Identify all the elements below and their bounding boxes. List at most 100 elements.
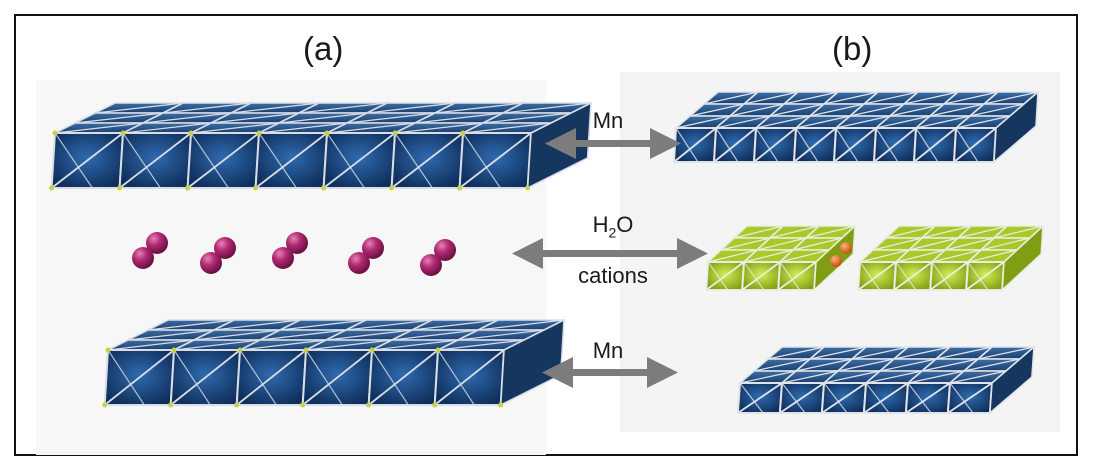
magenta-cation-sphere — [272, 247, 294, 269]
octahedron-edge — [893, 261, 933, 291]
octahedron-edge — [54, 132, 93, 189]
octahedron-edge — [54, 122, 144, 134]
octahedron-edge — [411, 319, 499, 331]
octahedron-edge — [230, 102, 320, 114]
octahedron-edge — [823, 370, 881, 384]
octahedron-edge — [162, 102, 252, 114]
oxygen-vertex — [498, 402, 504, 408]
magenta-cation-sphere — [420, 254, 442, 276]
octahedron-edge — [733, 225, 784, 239]
octahedron-edge — [863, 91, 919, 105]
octahedron-edge — [835, 115, 891, 129]
octahedron-edge — [345, 319, 433, 331]
octahedron-edge — [833, 127, 877, 163]
octahedron-edge — [859, 249, 910, 263]
interlayer-cations-a — [132, 232, 456, 276]
octahedron-edge — [74, 112, 164, 124]
h2o-o: O — [616, 212, 634, 237]
oxygen-vertex — [457, 185, 463, 191]
octahedron-edge — [255, 132, 328, 189]
octahedron-edge — [371, 339, 459, 351]
octahedron-edge — [893, 346, 951, 360]
arrow-label-h2o: H2O — [568, 212, 658, 240]
oxygen-vertex — [460, 130, 466, 136]
oxygen-vertex — [256, 130, 262, 136]
octahedron-edge — [755, 115, 811, 129]
double-arrow-mn-bottom — [542, 357, 678, 388]
octahedron-edge — [673, 127, 717, 163]
octahedron-edge — [943, 91, 999, 105]
octahedron-edge — [462, 122, 552, 134]
octahedron-edge — [325, 329, 413, 341]
oxygen-vertex — [321, 185, 327, 191]
octahedron-edge — [258, 122, 348, 134]
oxygen-vertex — [366, 402, 372, 408]
octahedron-edge — [142, 112, 232, 124]
oxygen-vertex — [237, 347, 243, 353]
octahedron-edge — [967, 261, 989, 291]
octahedron-edge — [707, 261, 729, 291]
octahedron-edge — [739, 370, 797, 384]
magenta-cation-sphere — [214, 237, 236, 259]
octahedron-edge — [720, 237, 771, 251]
octahedron-edge — [865, 382, 890, 414]
oxygen-vertex — [369, 347, 375, 353]
oxygen-vertex — [389, 185, 395, 191]
octahedron-edge — [729, 103, 785, 117]
octahedron-edge — [921, 225, 972, 239]
octahedron-edge — [305, 349, 343, 406]
mno6-layer-a-bottom — [102, 318, 565, 408]
mno6-layer-b-bottom — [736, 345, 1037, 415]
octahedron-edge — [821, 382, 867, 414]
octahedron-edge — [366, 102, 456, 114]
oxygen-vertex — [300, 402, 306, 408]
octahedron-edge — [713, 127, 757, 163]
octahedron-edge — [371, 349, 409, 406]
octahedron-edge — [779, 261, 801, 291]
octahedron-edge — [903, 91, 959, 105]
octahedron-edge — [980, 237, 1031, 251]
double-arrow-h2o-cations — [512, 238, 708, 269]
octahedron-edge — [437, 349, 475, 406]
octahedron-edge — [104, 349, 175, 406]
octahedron-edge — [51, 132, 124, 189]
octahedron-edge — [955, 115, 1011, 129]
oxygen-vertex — [253, 185, 259, 191]
octahedron-edge — [777, 261, 817, 291]
octahedron-edge — [147, 319, 235, 331]
double-arrow-mn-top — [545, 128, 681, 159]
octahedron-edge — [863, 382, 909, 414]
magenta-cation-sphere — [348, 252, 370, 274]
octahedron-edge — [889, 103, 945, 117]
octahedron-edge — [703, 91, 759, 105]
octahedron-edge — [895, 249, 946, 263]
orange-cation-sphere — [830, 255, 842, 267]
octahedron-edge — [969, 103, 1025, 117]
octahedron-edge — [859, 261, 881, 291]
octahedron-edge — [737, 382, 783, 414]
octahedron-edge — [915, 115, 971, 129]
octahedron-edge — [913, 127, 957, 163]
octahedron-edge — [753, 358, 811, 372]
octahedron-edge — [781, 370, 839, 384]
magenta-cation-sphere — [286, 232, 308, 254]
octahedron-edge — [872, 237, 923, 251]
octahedron-edge — [915, 127, 939, 163]
octahedron-edge — [769, 103, 825, 117]
octahedron-edge — [462, 132, 501, 189]
mno6-layer-b-top — [672, 90, 1041, 164]
octahedron-edge — [753, 127, 797, 163]
oxygen-vertex — [303, 347, 309, 353]
octahedron-edge — [905, 382, 951, 414]
octahedron-edge — [119, 132, 192, 189]
octahedron-edge — [743, 249, 794, 263]
oxygen-vertex — [168, 402, 174, 408]
octahedron-edge — [851, 346, 909, 360]
octahedron-edge — [193, 329, 281, 341]
octahedron-edge — [947, 382, 993, 414]
octahedron-edge — [921, 358, 979, 372]
octahedron-edge — [173, 339, 261, 351]
octahedron-edge — [477, 319, 565, 331]
oxygen-vertex — [102, 402, 108, 408]
